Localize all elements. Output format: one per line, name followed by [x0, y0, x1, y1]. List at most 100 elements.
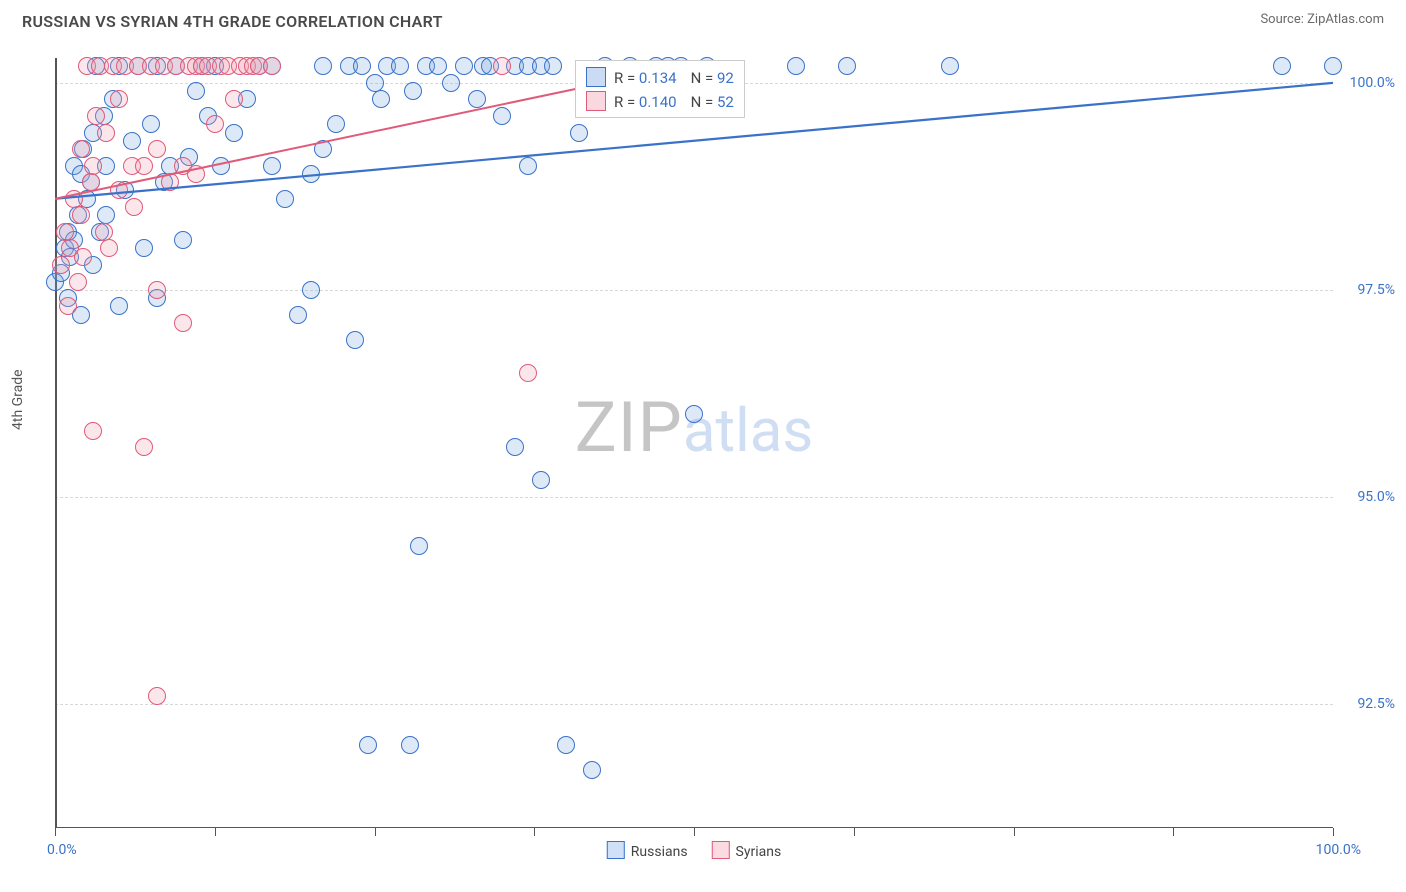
data-point — [97, 124, 115, 142]
data-point — [72, 206, 90, 224]
data-point — [148, 140, 166, 158]
data-point — [135, 239, 153, 257]
data-point — [391, 57, 409, 75]
r-value: 0.140 — [639, 93, 677, 111]
data-point — [110, 181, 128, 199]
grid-line — [55, 704, 1333, 705]
data-point — [225, 124, 243, 142]
data-point — [366, 74, 384, 92]
watermark-atlas: atlas — [683, 395, 813, 466]
trend-lines — [55, 58, 1333, 828]
data-point — [289, 306, 307, 324]
data-point — [493, 107, 511, 125]
data-point — [65, 190, 83, 208]
data-point — [493, 57, 511, 75]
x-tick — [1173, 828, 1174, 836]
data-point — [206, 115, 224, 133]
data-point — [359, 736, 377, 754]
data-point — [557, 736, 575, 754]
r-value: 0.134 — [639, 69, 677, 87]
chart-plot-area: ZIPatlas R = 0.134N = 92R = 0.140N = 52 … — [55, 58, 1333, 828]
data-point — [302, 165, 320, 183]
data-point — [346, 331, 364, 349]
data-point — [314, 57, 332, 75]
data-point — [174, 314, 192, 332]
x-tick — [215, 828, 216, 836]
data-point — [455, 57, 473, 75]
n-label: N = — [691, 93, 717, 111]
data-point — [372, 90, 390, 108]
stats-legend: R = 0.134N = 92R = 0.140N = 52 — [575, 60, 745, 118]
chart-header: RUSSIAN VS SYRIAN 4TH GRADE CORRELATION … — [0, 0, 1406, 37]
data-point — [570, 124, 588, 142]
y-tick-label: 100.0% — [1350, 75, 1395, 91]
data-point — [544, 57, 562, 75]
data-point — [84, 157, 102, 175]
y-tick-label: 95.0% — [1357, 489, 1395, 505]
data-point — [97, 206, 115, 224]
data-point — [59, 297, 77, 315]
watermark-zip: ZIP — [575, 387, 683, 469]
series-swatch — [586, 67, 606, 87]
x-tick — [694, 828, 695, 836]
data-point — [100, 239, 118, 257]
chart-title: RUSSIAN VS SYRIAN 4TH GRADE CORRELATION … — [22, 12, 443, 31]
x-tick — [375, 828, 376, 836]
series-legend: Russians Syrians — [607, 841, 781, 860]
data-point — [174, 231, 192, 249]
data-point — [263, 157, 281, 175]
x-tick — [1333, 828, 1334, 836]
data-point — [87, 107, 105, 125]
data-point — [941, 57, 959, 75]
data-point — [74, 248, 92, 266]
stats-row: R = 0.140 N = 52 — [586, 89, 734, 113]
data-point — [314, 140, 332, 158]
data-point — [125, 198, 143, 216]
n-value: 52 — [717, 93, 734, 111]
data-point — [142, 115, 160, 133]
data-point — [468, 90, 486, 108]
source-attribution: Source: ZipAtlas.com — [1260, 12, 1384, 27]
source-label: Source: — [1260, 12, 1303, 27]
legend-label: Russians — [631, 844, 688, 860]
data-point — [123, 132, 141, 150]
data-point — [225, 90, 243, 108]
legend-label: Syrians — [736, 844, 782, 860]
data-point — [302, 281, 320, 299]
data-point — [69, 273, 87, 291]
data-point — [148, 687, 166, 705]
data-point — [110, 90, 128, 108]
x-tick — [854, 828, 855, 836]
data-point — [276, 190, 294, 208]
legend-swatch — [607, 841, 625, 859]
data-point — [72, 140, 90, 158]
series-swatch — [586, 91, 606, 111]
x-tick — [55, 828, 56, 836]
r-label: R = — [614, 93, 639, 111]
data-point — [82, 173, 100, 191]
data-point — [212, 157, 230, 175]
data-point — [148, 281, 166, 299]
data-point — [110, 297, 128, 315]
data-point — [187, 165, 205, 183]
x-tick — [1014, 828, 1015, 836]
data-point — [685, 405, 703, 423]
data-point — [1273, 57, 1291, 75]
x-axis-max-label: 100.0% — [1316, 842, 1361, 858]
x-axis-min-label: 0.0% — [47, 842, 77, 858]
data-point — [519, 157, 537, 175]
data-point — [56, 223, 74, 241]
data-point — [404, 82, 422, 100]
legend-swatch — [712, 841, 730, 859]
data-point — [838, 57, 856, 75]
data-point — [84, 422, 102, 440]
y-tick-label: 97.5% — [1357, 282, 1395, 298]
r-label: R = — [614, 69, 639, 87]
data-point — [410, 537, 428, 555]
y-axis-line — [55, 58, 57, 828]
data-point — [506, 438, 524, 456]
x-tick — [534, 828, 535, 836]
data-point — [583, 761, 601, 779]
grid-line — [55, 497, 1333, 498]
data-point — [353, 57, 371, 75]
